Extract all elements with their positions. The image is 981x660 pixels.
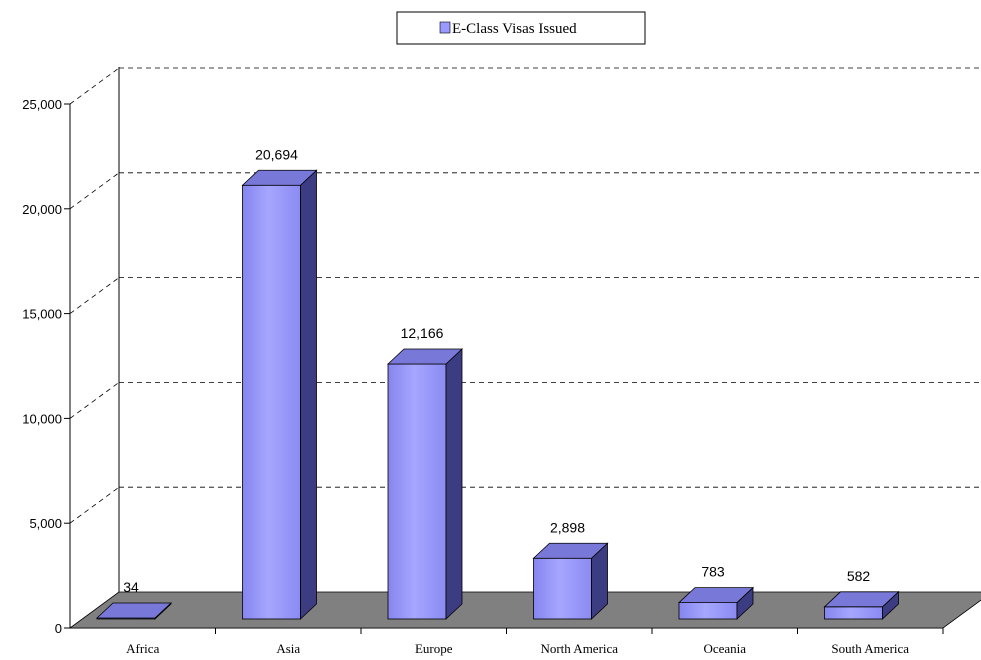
- bar-side: [445, 348, 463, 620]
- bar-front: [824, 606, 883, 620]
- x-tick-label: Europe: [415, 641, 453, 656]
- x-tick-label: North America: [540, 641, 618, 656]
- y-axis-ticks: 0 5,000 10,000 15,000 20,000 25,000: [22, 97, 70, 636]
- data-label: 12,166: [401, 325, 444, 341]
- bar-side: [300, 169, 317, 620]
- data-label: 34: [123, 579, 139, 595]
- data-labels: 34 20,694 12,166 2,898 783 582: [123, 146, 870, 595]
- data-label: 783: [701, 564, 725, 580]
- legend-box: [396, 11, 646, 45]
- gridline-depth: [69, 382, 120, 419]
- gridline-depth: [69, 172, 120, 210]
- bar-front: [242, 184, 301, 620]
- x-tick-label: Asia: [276, 641, 300, 656]
- y-tick-label: 15,000: [22, 307, 62, 322]
- data-label: 20,694: [255, 146, 298, 162]
- legend-swatch: [439, 21, 451, 34]
- x-tick-label: Oceania: [703, 641, 746, 656]
- gridlines: [69, 67, 981, 524]
- x-tick-label: Africa: [126, 641, 159, 656]
- gridline-depth: [69, 67, 120, 105]
- bar-front: [387, 363, 447, 620]
- y-tick-label: 25,000: [22, 97, 62, 112]
- legend-label: E-Class Visas Issued: [452, 21, 577, 37]
- bar-front: [678, 602, 738, 620]
- legend: E-Class Visas Issued: [396, 11, 646, 45]
- bar-top: [95, 602, 173, 619]
- gridline-depth: [69, 277, 120, 314]
- bar-top: [386, 348, 464, 365]
- y-tick-label: 5,000: [29, 516, 62, 531]
- gridline-depth: [69, 486, 120, 524]
- bar-top: [241, 169, 318, 186]
- bars: [95, 169, 900, 620]
- x-tick-label: South America: [831, 641, 909, 656]
- y-tick-label: 0: [55, 621, 62, 636]
- chart-frame: [69, 67, 943, 629]
- x-axis-ticks: Africa Asia Europe North America Oceania Sout…: [126, 628, 944, 656]
- y-tick-label: 20,000: [22, 202, 62, 217]
- bar-top: [823, 591, 900, 608]
- bar-top: [677, 587, 755, 603]
- bar-front: [533, 557, 592, 620]
- y-tick-label: 10,000: [22, 411, 62, 426]
- data-label: 582: [847, 568, 871, 584]
- bar-top: [532, 542, 609, 559]
- data-label: 2,898: [550, 519, 585, 535]
